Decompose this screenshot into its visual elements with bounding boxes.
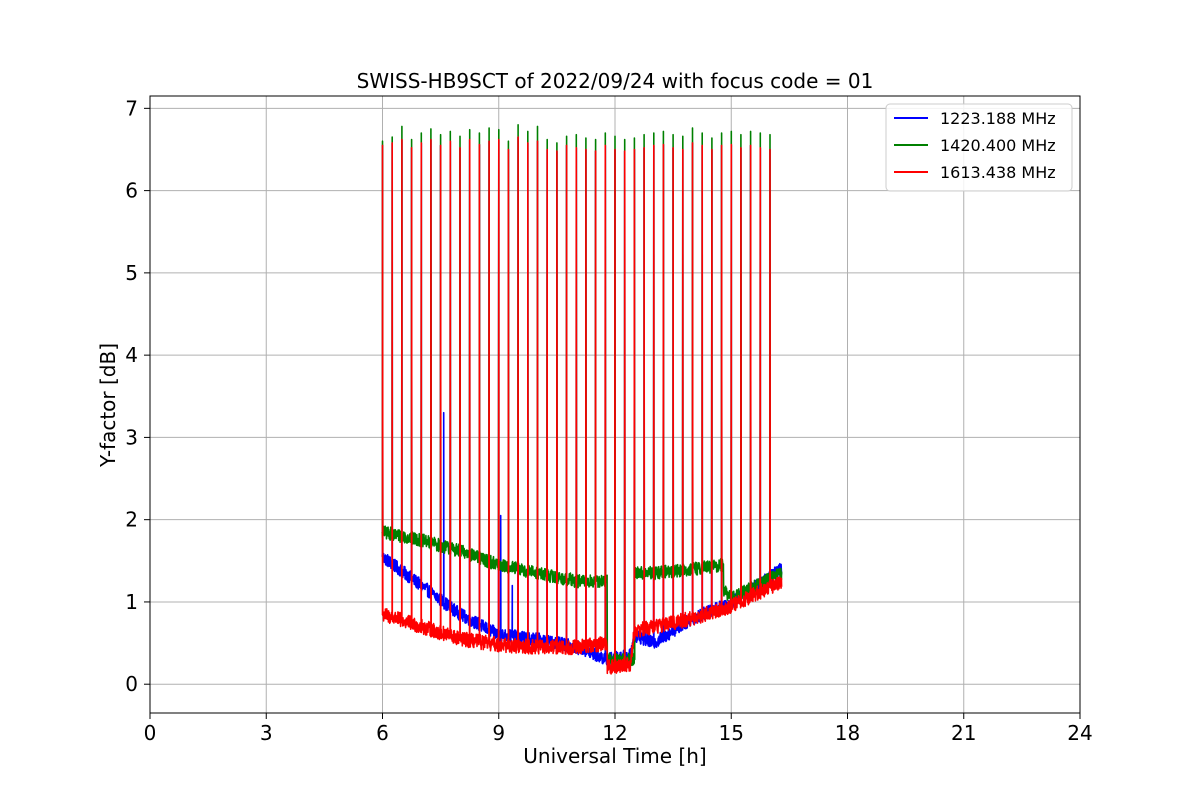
- x-tick-label: 9: [492, 721, 505, 745]
- legend-label: 1613.438 MHz: [940, 163, 1056, 182]
- series-line: [381, 124, 783, 667]
- y-tick-label: 5: [125, 261, 138, 285]
- y-axis-label: Y-factor [dB]: [96, 343, 120, 468]
- y-tick-label: 1: [125, 590, 138, 614]
- x-tick-label: 21: [951, 721, 976, 745]
- y-tick-label: 4: [125, 343, 138, 367]
- x-tick-label: 6: [376, 721, 389, 745]
- legend: 1223.188 MHz 1420.400 MHz 1613.438 MHz: [885, 103, 1073, 192]
- legend-label: 1223.188 MHz: [940, 109, 1056, 128]
- x-axis-label: Universal Time [h]: [523, 744, 706, 768]
- x-tick-label: 0: [144, 721, 157, 745]
- legend-label: 1420.400 MHz: [940, 136, 1056, 155]
- y-tick-label: 6: [125, 179, 138, 203]
- x-tick-label: 15: [719, 721, 744, 745]
- y-tick-label: 7: [125, 96, 138, 120]
- x-tick-label: 24: [1067, 721, 1092, 745]
- x-tick-label: 18: [835, 721, 860, 745]
- y-tick-label: 0: [125, 672, 138, 696]
- plot-layer: [381, 124, 783, 675]
- chart-title: SWISS-HB9SCT of 2022/09/24 with focus co…: [357, 69, 874, 93]
- series-line: [381, 136, 783, 675]
- legend-box: [885, 103, 1073, 192]
- x-tick-label: 12: [602, 721, 627, 745]
- x-tick-label: 3: [260, 721, 273, 745]
- y-tick-label: 2: [125, 508, 138, 532]
- y-tick-label: 3: [125, 425, 138, 449]
